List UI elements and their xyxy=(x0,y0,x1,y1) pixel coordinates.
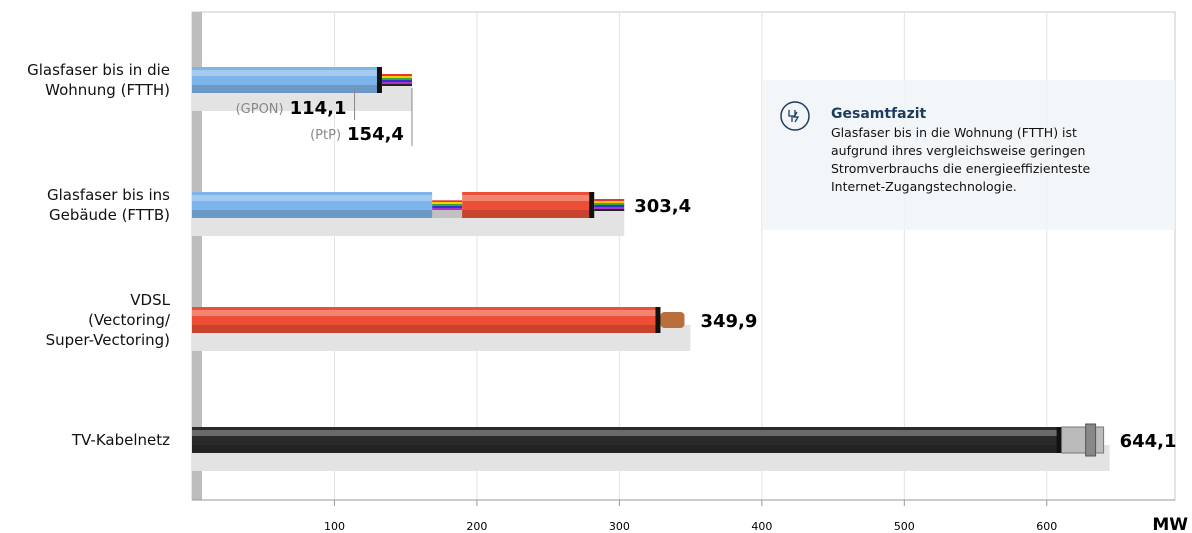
wire xyxy=(594,205,625,207)
bar-body xyxy=(192,427,1060,453)
bar-shade xyxy=(192,210,593,218)
x-axis-label: MW xyxy=(1152,515,1188,533)
bar-cap xyxy=(1056,427,1062,453)
bar-cap xyxy=(376,67,382,93)
wire xyxy=(432,208,463,210)
wire xyxy=(432,202,463,204)
bar-highlight xyxy=(192,195,593,201)
wire xyxy=(381,82,412,84)
annotation-value: 114,1 xyxy=(290,98,347,119)
annotation-label: (GPON) 114,1 xyxy=(236,98,347,119)
x-tick-label: 500 xyxy=(894,520,915,533)
y-tick-label: TV-Kabelnetz xyxy=(71,431,170,449)
annotation-prefix: (GPON) xyxy=(236,102,284,117)
wire xyxy=(381,78,412,80)
wire xyxy=(381,80,412,82)
y-tick-label: VDSL (Vectoring/ Super-Vectoring) xyxy=(45,291,170,349)
wire xyxy=(594,203,625,205)
x-tick-label: 200 xyxy=(466,520,487,533)
value-prefix: (PtP) xyxy=(310,128,341,143)
y-tick-label: Glasfaser bis ins Gebäude (FTTB) xyxy=(46,186,170,224)
bar-body xyxy=(192,307,659,333)
bar xyxy=(192,192,625,218)
value-label: 303,4 xyxy=(634,196,691,217)
value-text: 154,4 xyxy=(347,124,404,145)
wire xyxy=(594,207,625,209)
bar-cap xyxy=(655,307,661,333)
bar-body xyxy=(192,67,380,93)
value-label: 644,1 xyxy=(1120,431,1177,452)
x-tick-label: 300 xyxy=(609,520,630,533)
info-box: Gesamtfazit Glasfaser bis in die Wohnung… xyxy=(763,80,1175,230)
bar-highlight xyxy=(192,310,659,316)
wire xyxy=(594,199,625,201)
x-tick-label: 600 xyxy=(1036,520,1057,533)
y-tick-label: Glasfaser bis in die Wohnung (FTTH) xyxy=(27,61,170,99)
bar-body xyxy=(192,192,433,218)
info-text: Glasfaser bis in die Wohnung (FTTH) ist … xyxy=(831,125,1091,194)
bar xyxy=(192,67,412,93)
wire xyxy=(432,204,463,206)
wire xyxy=(381,76,412,78)
wire xyxy=(381,84,412,86)
bar xyxy=(192,423,1105,457)
bar xyxy=(192,307,685,333)
bar-body xyxy=(462,192,593,218)
axis-strip xyxy=(192,12,202,500)
wire xyxy=(432,206,463,208)
bar-cap xyxy=(589,192,595,218)
wire xyxy=(381,74,412,76)
bar-highlight xyxy=(192,70,380,76)
wire xyxy=(594,209,625,211)
bar-shade xyxy=(192,85,380,93)
value-label: 349,9 xyxy=(700,311,757,332)
copper xyxy=(660,312,685,328)
x-tick-label: 400 xyxy=(751,520,772,533)
info-icon xyxy=(780,101,810,131)
info-title: Gesamtfazit xyxy=(831,106,927,122)
connector xyxy=(1061,426,1105,454)
wire xyxy=(432,200,463,202)
x-tick-label: 100 xyxy=(324,520,345,533)
value-label: (PtP) 154,4 xyxy=(310,124,404,145)
wire xyxy=(594,201,625,203)
bar-shade xyxy=(192,325,659,333)
connector-nut xyxy=(1085,423,1097,457)
bar-highlight xyxy=(192,430,1060,436)
bar-shade xyxy=(192,445,1060,453)
